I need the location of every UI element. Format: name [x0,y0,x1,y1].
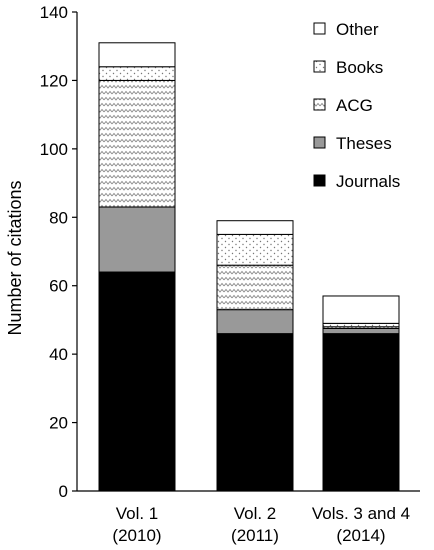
y-axis: 0 20 40 60 80 100 120 140 [40,3,420,501]
y-tick-label: 80 [49,208,68,227]
legend-label-theses: Theses [336,134,392,153]
legend-label-acg: ACG [336,96,373,115]
y-tick-label: 140 [40,3,68,22]
bar-segment-books [322,322,400,328]
x-category-label: Vol. 1 [116,504,159,523]
bar-stack [322,295,400,492]
bar-segment-other [216,220,294,235]
bar-segment-journals [98,271,176,492]
legend-label-other: Other [336,20,379,39]
legend: Other Books ACG Theses Journals [313,20,400,191]
x-category-label: (2010) [112,526,161,545]
y-tick-label: 20 [49,414,68,433]
legend-swatch-other [313,22,326,35]
bar-segment-books [98,66,176,81]
y-tick-label: 60 [49,277,68,296]
x-axis-labels: Vol. 1 (2010) Vol. 2 (2011) Vols. 3 and 4 (20… [112,504,410,545]
bar-segment-books [216,233,294,266]
legend-swatch-acg [313,98,326,111]
x-category-label: (2014) [336,526,385,545]
bar-stack [216,220,294,492]
legend-swatch-theses [313,136,326,149]
bar-segment-theses [216,309,294,335]
bar-segment-theses [98,206,176,273]
legend-swatch-journals [313,174,326,187]
x-category-label: Vols. 3 and 4 [312,504,410,523]
bars [98,42,400,492]
bar-segment-journals [216,333,294,492]
bar-stack [98,42,176,492]
bar-segment-acg [216,264,294,311]
legend-swatch-books [313,60,326,73]
x-category-label: Vol. 2 [234,504,277,523]
bar-segment-journals [322,333,400,492]
y-tick-label: 0 [59,482,68,501]
legend-label-books: Books [336,58,383,77]
bar-segment-theses [322,327,400,335]
bar-segment-acg [98,79,176,208]
legend-label-journals: Journals [336,172,400,191]
y-axis-label: Number of citations [5,180,25,335]
y-tick-label: 40 [49,345,68,364]
y-tick-label: 100 [40,140,68,159]
x-category-label: (2011) [231,526,279,545]
y-tick-label: 120 [40,71,68,90]
bar-segment-other [322,295,400,324]
bar-segment-other [98,42,176,68]
